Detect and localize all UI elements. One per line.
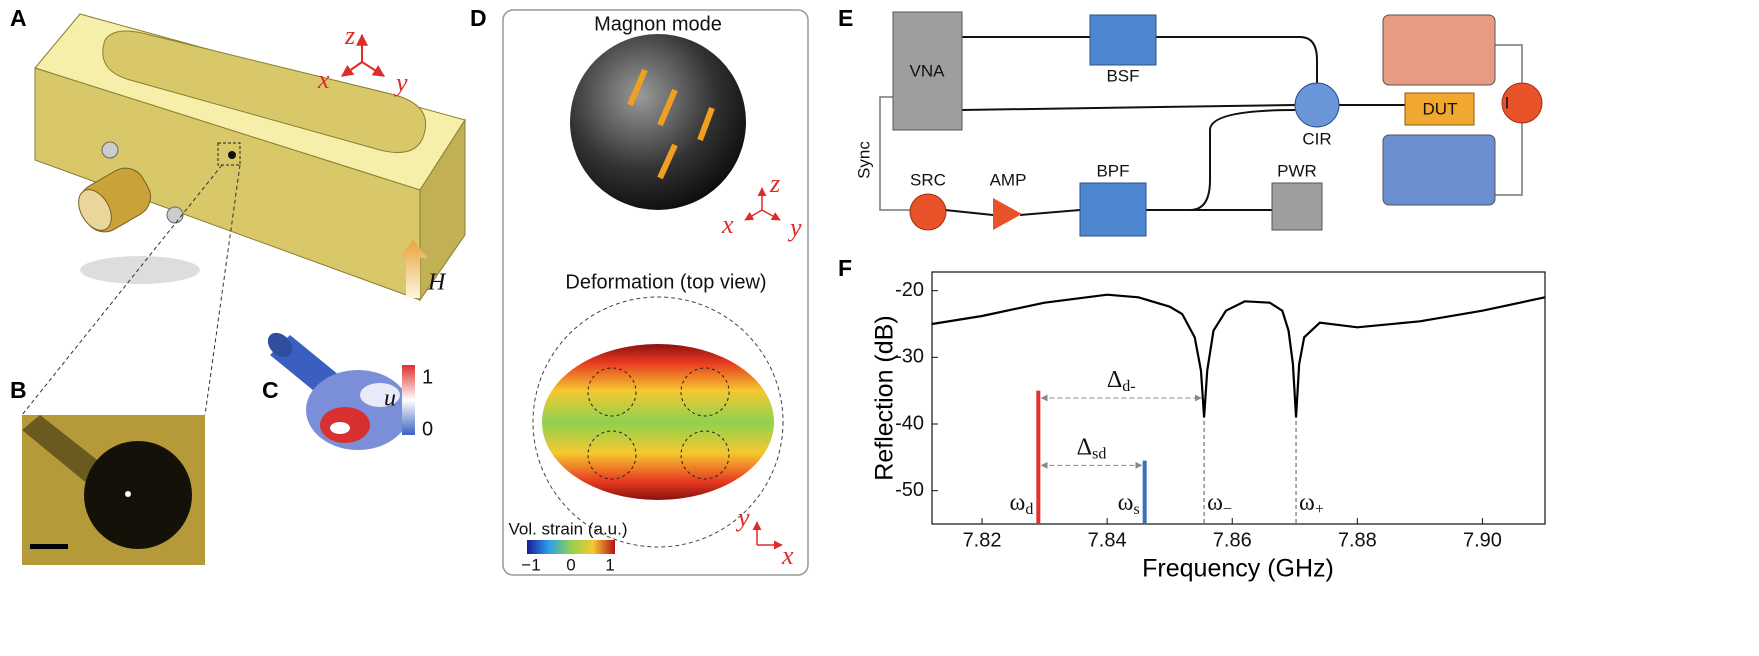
axes-pair [757, 522, 782, 545]
panel-label: D [470, 5, 487, 31]
x-axis-label: Frequency (GHz) [1142, 555, 1334, 583]
annotation-symbol: ω [1010, 490, 1026, 516]
annotation-symbol: Δ [1077, 434, 1092, 460]
axis-letter: x [721, 210, 734, 239]
colorbar-tick: −1 [521, 555, 540, 574]
block-bsf [1090, 15, 1156, 65]
annotation: ωd [1010, 490, 1034, 518]
x-tick-label: 7.82 [963, 529, 1002, 551]
axis-letter: x [317, 65, 330, 94]
annotation-symbol: ω [1118, 490, 1134, 516]
annotation-subscript: s [1133, 501, 1139, 518]
annotation: ω+ [1299, 490, 1324, 518]
panel-label: E [838, 5, 853, 31]
annotation-subscript: sd [1092, 445, 1106, 462]
block-label: VNA [910, 61, 946, 80]
block-label: AMP [990, 170, 1027, 189]
axis-letter: y [787, 213, 802, 242]
figure: A z x y H B C u 1 0 D Magnon mode z x y … [0, 0, 1759, 656]
colorbar [402, 365, 415, 435]
x-tick-label: 7.86 [1213, 529, 1252, 551]
annotation-symbol: Δ [1107, 367, 1122, 393]
axis-letter: y [393, 68, 408, 97]
panel-label: F [838, 255, 852, 281]
x-tick-label: 7.88 [1338, 529, 1377, 551]
block-label: BSF [1106, 66, 1139, 85]
annotation: ωs [1118, 490, 1140, 518]
annotation-subscript: + [1315, 501, 1324, 518]
x-tick-label: 7.90 [1463, 529, 1502, 551]
annotation: Δd- [1107, 367, 1136, 395]
axis-letter: y [735, 503, 750, 532]
colorbar-tick: 1 [605, 555, 614, 574]
coil [1383, 135, 1495, 205]
axis-letter: x [781, 541, 794, 570]
block-bpf [1080, 183, 1146, 236]
panel-label: C [262, 377, 279, 403]
y-tick-label: -50 [895, 479, 924, 501]
y-tick-label: -40 [895, 412, 924, 434]
colorbar-tick: 0 [422, 418, 433, 440]
annotation: ω− [1207, 490, 1232, 518]
axis-letter: z [769, 169, 780, 198]
annotation: Δsd [1077, 434, 1107, 462]
magnon-sphere [570, 34, 746, 210]
block-label: BPF [1096, 161, 1129, 180]
subpanel-title: Deformation (top view) [565, 271, 766, 293]
axis-letter: z [344, 21, 355, 50]
block-label: CIR [1302, 129, 1331, 148]
y-tick-label: -20 [895, 279, 924, 301]
annotation-symbol: ω [1207, 490, 1223, 516]
colorbar-label: Vol. strain (a.u.) [508, 519, 627, 538]
colorbar-tick: 1 [422, 366, 433, 388]
reflection-curve [932, 295, 1545, 418]
y-tick-label: -30 [895, 346, 924, 368]
sync-label: Sync [854, 141, 873, 179]
y-axis-label: Reflection (dB) [871, 315, 899, 480]
annotation-subscript: d- [1122, 378, 1135, 395]
micrograph [22, 415, 205, 565]
panel-label: B [10, 377, 27, 403]
block-label: DUT [1423, 99, 1458, 118]
block-amp [993, 198, 1022, 230]
annotation-symbol: ω [1299, 490, 1315, 516]
block-label: SRC [910, 170, 946, 189]
colorbar [527, 540, 615, 554]
colorbar-tick: 0 [566, 555, 575, 574]
colorbar-symbol: u [384, 386, 396, 412]
field-label: H [427, 270, 447, 296]
plot-frame [932, 272, 1545, 524]
deformation-map [542, 344, 774, 500]
annotation-subscript: d [1025, 501, 1033, 518]
current-label: I [1505, 93, 1510, 112]
block-cir [1295, 83, 1339, 127]
panel-label: A [10, 5, 27, 31]
coil [1383, 15, 1495, 85]
block-pwr [1272, 183, 1322, 230]
annotation-subscript: − [1223, 501, 1232, 518]
x-tick-label: 7.84 [1088, 529, 1127, 551]
subpanel-title: Magnon mode [594, 13, 722, 35]
block-src [910, 194, 946, 230]
block-label: PWR [1277, 161, 1317, 180]
